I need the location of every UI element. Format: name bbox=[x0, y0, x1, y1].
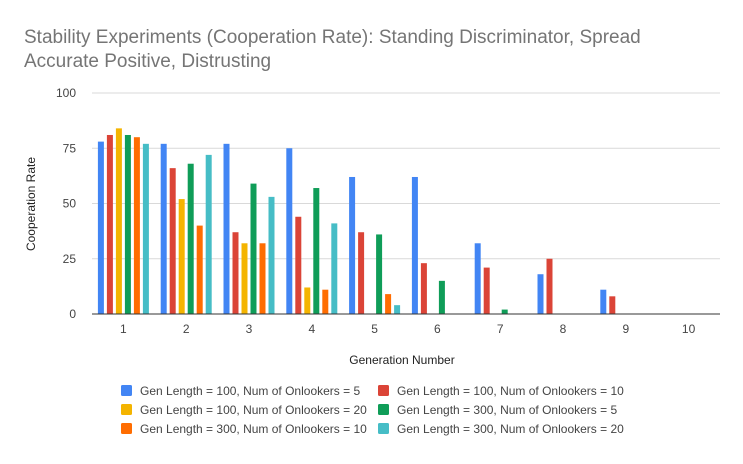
bar-gen-2-series-4 bbox=[187, 163, 194, 314]
legend-label-2: Gen Length = 100, Num of Onlookers = 10 bbox=[397, 384, 624, 398]
x-tick-label: 8 bbox=[560, 322, 567, 336]
bar-gen-3-series-1 bbox=[223, 143, 230, 314]
bar-gen-1-series-2 bbox=[106, 134, 113, 314]
x-tick-label: 10 bbox=[682, 322, 696, 336]
legend-swatch-4 bbox=[378, 404, 389, 415]
bar-gen-1-series-1 bbox=[97, 141, 104, 314]
bar-gen-2-series-5 bbox=[196, 225, 203, 314]
bar-gen-5-series-4 bbox=[376, 234, 383, 314]
bar-gen-6-series-1 bbox=[411, 176, 418, 314]
bar-gen-7-series-1 bbox=[474, 243, 481, 314]
y-tick-label: 25 bbox=[63, 252, 77, 266]
bar-gen-2-series-6 bbox=[205, 154, 212, 314]
bar-gen-4-series-2 bbox=[295, 216, 302, 314]
x-tick-label: 3 bbox=[246, 322, 253, 336]
bar-gen-2-series-2 bbox=[169, 168, 176, 314]
legend-swatch-3 bbox=[121, 404, 132, 415]
legend-label-5: Gen Length = 300, Num of Onlookers = 10 bbox=[140, 422, 367, 436]
bar-gen-3-series-4 bbox=[250, 183, 257, 314]
x-tick-label: 4 bbox=[308, 322, 315, 336]
legend-label-3: Gen Length = 100, Num of Onlookers = 20 bbox=[140, 403, 367, 417]
bar-gen-3-series-2 bbox=[232, 232, 239, 314]
bar-gen-2-series-1 bbox=[160, 143, 167, 314]
bar-gen-4-series-1 bbox=[286, 148, 293, 314]
bar-gen-5-series-2 bbox=[358, 232, 365, 314]
bar-gen-4-series-6 bbox=[331, 223, 338, 314]
bar-gen-5-series-1 bbox=[349, 176, 356, 314]
legend-label-4: Gen Length = 300, Num of Onlookers = 5 bbox=[397, 403, 617, 417]
bar-gen-8-series-2 bbox=[546, 258, 553, 314]
x-tick-label: 2 bbox=[183, 322, 190, 336]
bar-gen-7-series-2 bbox=[483, 267, 490, 314]
bar-gen-3-series-5 bbox=[259, 243, 266, 314]
bar-gen-3-series-3 bbox=[241, 243, 248, 314]
legend-label-1: Gen Length = 100, Num of Onlookers = 5 bbox=[140, 384, 360, 398]
bar-gen-4-series-5 bbox=[322, 289, 329, 314]
bar-gen-6-series-2 bbox=[420, 263, 427, 314]
gridlines bbox=[92, 92, 720, 260]
bar-gen-6-series-4 bbox=[438, 280, 445, 314]
x-tick-label: 9 bbox=[622, 322, 629, 336]
y-tick-label: 75 bbox=[63, 141, 77, 155]
bar-gen-5-series-6 bbox=[394, 305, 401, 314]
bar-gen-1-series-4 bbox=[124, 134, 131, 314]
x-tick-label: 6 bbox=[434, 322, 441, 336]
bar-gen-8-series-1 bbox=[537, 274, 544, 314]
legend: Gen Length = 100, Num of Onlookers = 5 Ge… bbox=[121, 384, 624, 436]
bar-gen-1-series-5 bbox=[133, 137, 140, 314]
bar-gen-7-series-4 bbox=[501, 309, 508, 314]
chart-title-line-2: Accurate Positive, Distrusting bbox=[24, 51, 271, 72]
x-axis-title: Generation Number bbox=[349, 353, 454, 367]
x-tick-label: 1 bbox=[120, 322, 127, 336]
chart-title-line-1: Stability Experiments (Cooperation Rate)… bbox=[24, 27, 641, 48]
legend-swatch-6 bbox=[378, 423, 389, 434]
legend-label-6: Gen Length = 300, Num of Onlookers = 20 bbox=[397, 422, 624, 436]
x-tick-label: 5 bbox=[371, 322, 378, 336]
x-axis-ticks: 1 2 3 4 5 6 7 8 9 10 bbox=[120, 322, 696, 336]
y-tick-label: 50 bbox=[63, 197, 77, 211]
bar-gen-4-series-4 bbox=[313, 188, 320, 314]
bar-gen-3-series-6 bbox=[268, 196, 275, 314]
legend-swatch-5 bbox=[121, 423, 132, 434]
y-axis-title: Cooperation Rate bbox=[24, 157, 38, 251]
bar-gen-1-series-6 bbox=[142, 143, 149, 314]
bar-gen-5-series-5 bbox=[385, 294, 392, 314]
legend-swatch-2 bbox=[378, 385, 389, 396]
legend-swatch-1 bbox=[121, 385, 132, 396]
bar-gen-2-series-3 bbox=[178, 199, 185, 314]
bar-gen-1-series-3 bbox=[115, 128, 122, 314]
y-tick-label: 0 bbox=[69, 307, 76, 321]
bar-gen-9-series-1 bbox=[600, 289, 607, 314]
y-axis-ticks: 0 25 50 75 100 bbox=[56, 86, 76, 321]
bar-gen-9-series-2 bbox=[609, 296, 616, 314]
bars bbox=[97, 128, 616, 314]
y-tick-label: 100 bbox=[56, 86, 76, 100]
bar-gen-4-series-3 bbox=[304, 287, 311, 314]
x-tick-label: 7 bbox=[497, 322, 504, 336]
